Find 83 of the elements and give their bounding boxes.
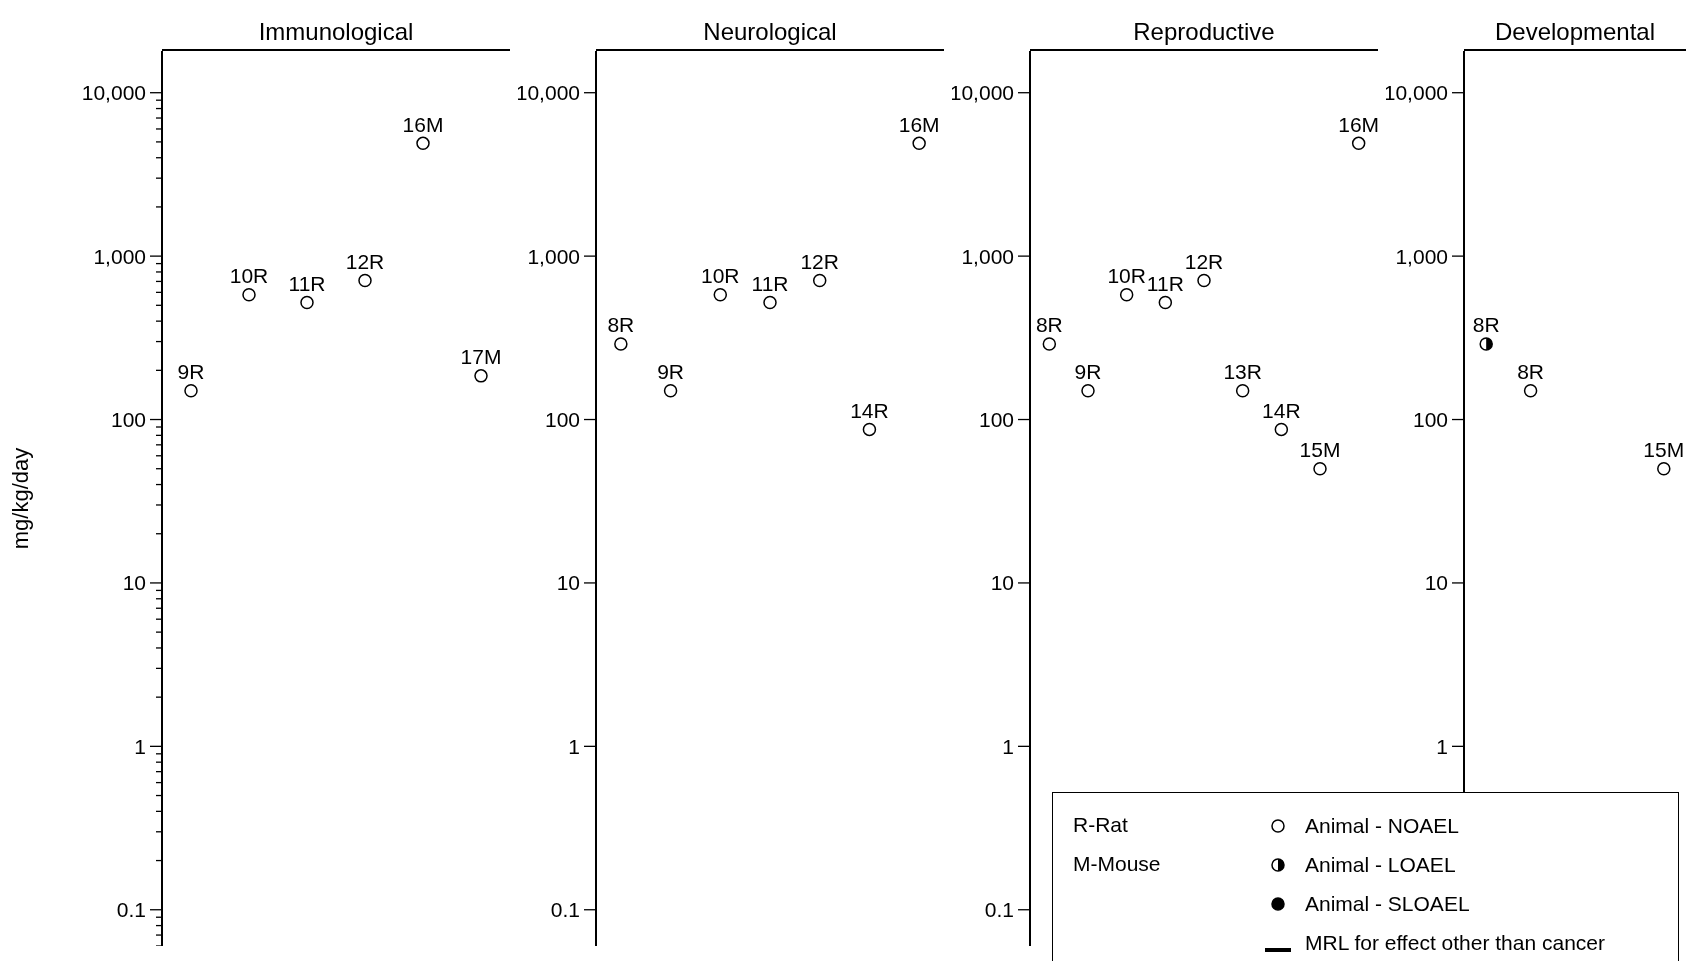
y-tick-label: 1 [1002,734,1014,758]
point [242,288,256,302]
point [1042,337,1057,351]
point [614,337,628,351]
point [1313,461,1327,476]
y-tick-label: 1 [568,734,580,758]
point [1197,273,1211,288]
y-tick-label: 1,000 [1395,244,1448,268]
point [1081,384,1095,398]
y-tick-label: 1,000 [527,244,580,268]
annotation: 11R [288,272,326,296]
y-tick-label: 10,000 [949,81,1014,105]
annotation: 16M [898,112,940,136]
annotation: 8R [1517,360,1545,384]
legend-label: Animal - NOAEL [1305,814,1460,838]
point [474,369,488,383]
y-tick-label: 0.1 [116,898,146,922]
y-tick-label: 1 [1436,734,1448,758]
annotation: 16M [1338,112,1380,136]
point [912,136,926,151]
point [1235,384,1250,398]
legend-label: Animal - SLOAEL [1305,892,1470,916]
annotation: 11R [751,272,789,296]
annotation: 14R [1262,398,1301,422]
annotation: 8R [607,313,635,337]
y-tick-label: 10 [990,571,1014,595]
point [862,422,877,437]
y-tick-label: 10 [1424,571,1448,595]
annotation: 12R [345,249,385,273]
point [1523,384,1538,398]
point [763,295,777,310]
annotation: 12R [800,249,839,273]
annotation: 16M [402,112,444,136]
point [713,288,728,302]
point [416,136,430,151]
point [1657,461,1671,476]
annotation: 10R [1107,264,1146,288]
y-tick-label: 100 [1412,408,1448,432]
annotation: 12R [1184,249,1224,273]
legend-label: Animal - LOAEL [1305,853,1456,877]
point [184,384,198,398]
legend-label: MRL for effect other than cancer [1305,931,1605,955]
y-tick-label: 100 [544,408,580,432]
annotation: 17M [460,345,502,369]
y-tick-label: 10 [122,571,146,595]
annotation: 14R [850,398,889,422]
y-tick-label: 10,000 [1383,81,1448,105]
chart-title: Reproductive [1030,8,1378,51]
y-tick-label: 1 [134,734,146,758]
point [300,295,314,310]
annotation: 11R [1146,272,1184,296]
point [1119,288,1134,302]
y-tick-label: 100 [978,408,1014,432]
y-tick-label: 1,000 [93,244,146,268]
annotation: 8R [1472,313,1500,337]
annotation: M-Mouse [1073,852,1161,876]
y-tick-label: 10,000 [515,81,580,105]
annotation: 9R [1074,360,1102,384]
y-tick-label: 10 [556,571,580,595]
y-tick-label: 100 [110,408,146,432]
annotation: 8R [1035,313,1063,337]
annotation: 15M [1643,438,1685,462]
chart-title: Developmental [1464,8,1686,51]
chart-title: Neurological [596,8,944,51]
annotation: 10R [701,264,740,288]
y-axis-title: mg/kg/day [7,447,33,550]
annotation: 15M [1299,438,1341,462]
point [663,384,678,398]
point [358,273,372,288]
y-tick-label: 1,000 [961,244,1014,268]
point [1274,422,1289,437]
annotation: 13R [1223,360,1262,384]
y-tick-label: 0.1 [984,898,1014,922]
annotation: 10R [229,264,269,288]
chart-title: Immunological [162,8,510,51]
y-tick-label: 10,000 [81,81,146,105]
point [1351,136,1366,151]
point [1158,295,1173,310]
annotation: 9R [177,360,205,384]
point [812,273,827,288]
annotation: 9R [657,360,684,384]
annotation: R-Rat [1073,813,1128,837]
y-tick-label: 0.1 [550,898,580,922]
